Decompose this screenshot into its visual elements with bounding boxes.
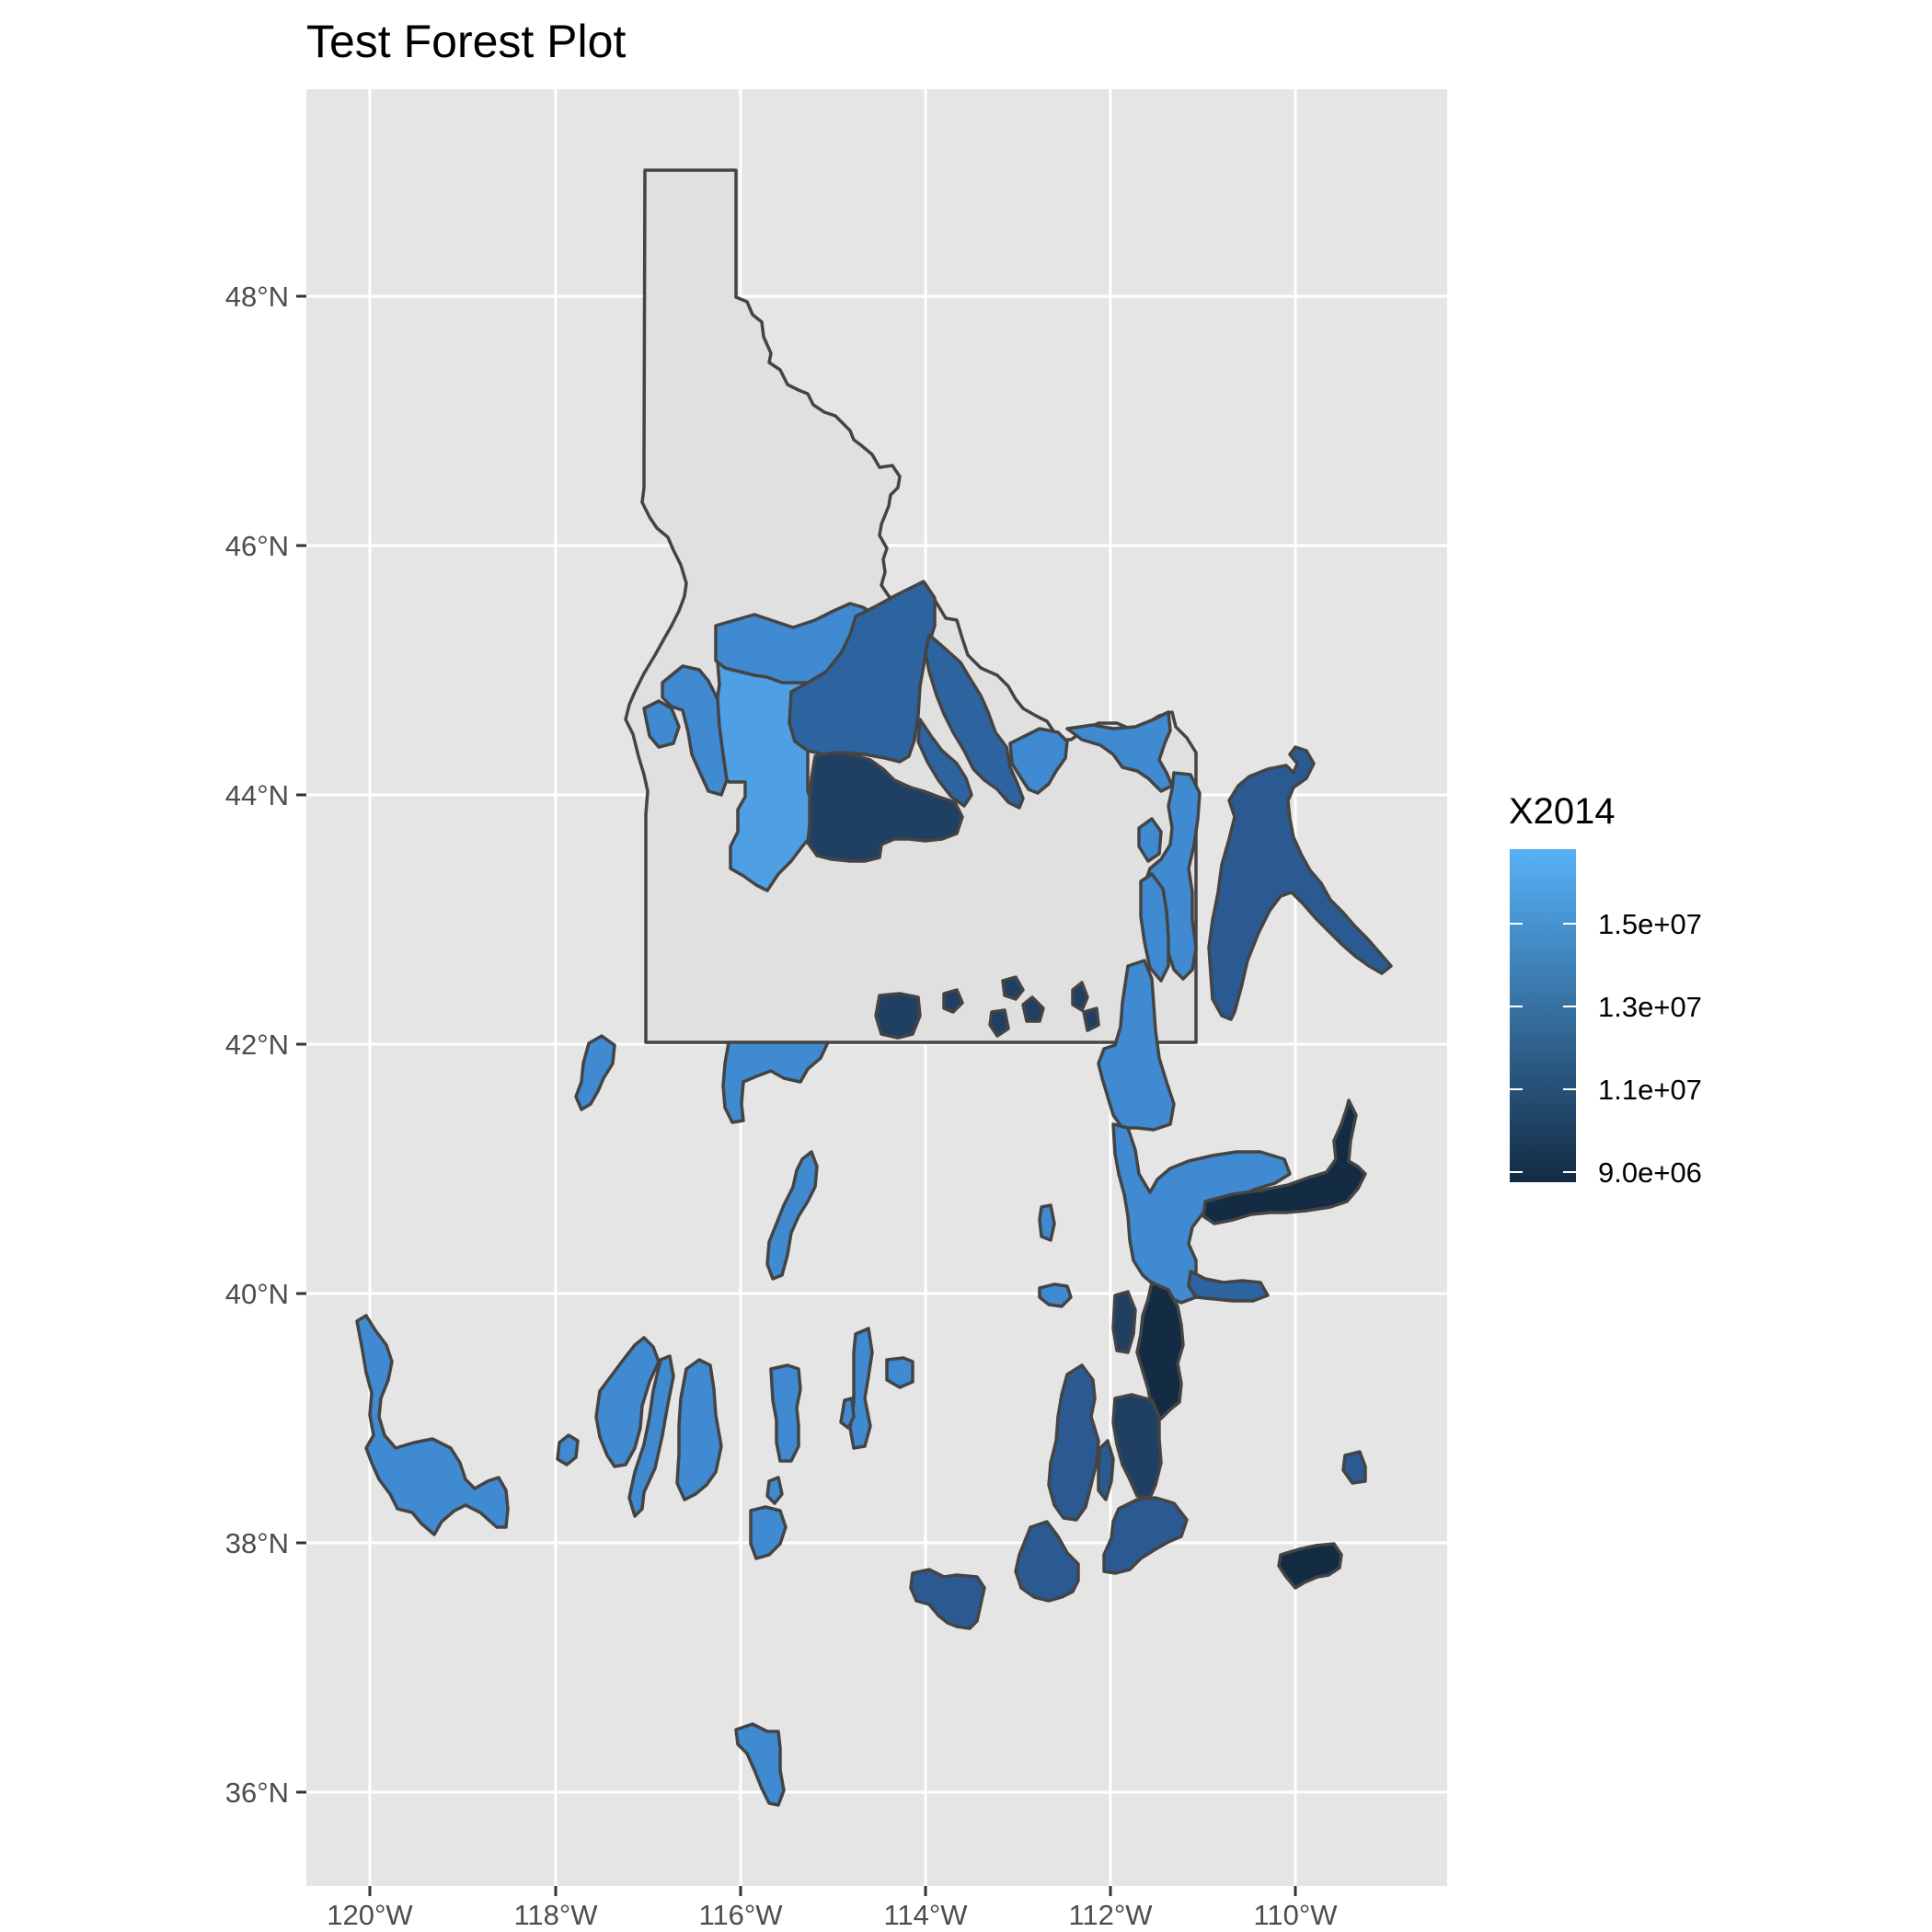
legend-label: 1.3e+07	[1598, 991, 1702, 1023]
y-tick-label: 46°N	[225, 530, 289, 562]
x-axis-labels: 120°W 118°W 116°W 114°W 112°W 110°W	[327, 1899, 1338, 1931]
forest-region	[848, 1327, 874, 1450]
legend: X2014 1.5e+07 1.3e+07 1.1e+07 9.0e+06	[1509, 791, 1702, 1189]
y-tick-label: 38°N	[225, 1527, 289, 1559]
forest-region	[765, 1150, 819, 1281]
forest-region	[1097, 959, 1176, 1132]
forest-region	[1014, 1520, 1080, 1603]
forest-region	[1082, 1006, 1100, 1032]
forest-region	[1038, 1282, 1073, 1308]
forest-region	[765, 1476, 784, 1505]
forest-region	[594, 1336, 661, 1468]
legend-title: X2014	[1509, 791, 1616, 832]
y-axis-labels: 36°N 38°N 40°N 42°N 44°N 46°N 48°N	[225, 281, 289, 1809]
forest-region	[1065, 710, 1174, 793]
forest-region	[661, 664, 729, 797]
x-tick-label: 112°W	[1068, 1899, 1153, 1931]
forest-region	[721, 1041, 830, 1124]
forest-region	[1021, 995, 1045, 1023]
forest-region	[806, 751, 964, 863]
legend-colorbar	[1510, 849, 1576, 1182]
forest-region	[574, 1034, 616, 1111]
forest-region	[885, 1356, 914, 1389]
forest-region	[627, 1354, 675, 1518]
forest-region	[1111, 1290, 1137, 1354]
forest-region	[1139, 872, 1170, 983]
y-tick-label: 48°N	[225, 281, 289, 313]
y-tick-label: 42°N	[225, 1029, 289, 1061]
forest-region	[1202, 1098, 1367, 1225]
forest-region	[874, 992, 922, 1040]
forest-region	[1008, 727, 1069, 795]
forest-region	[916, 718, 973, 808]
forest-region	[1047, 1363, 1100, 1522]
legend-ticks	[1510, 923, 1576, 1173]
forest-region	[675, 1358, 723, 1501]
forest-region	[1137, 817, 1163, 863]
x-tick-label: 114°W	[883, 1899, 968, 1931]
forest-region	[769, 1363, 802, 1463]
forest-region	[1071, 981, 1089, 1012]
forest-region	[1111, 1393, 1163, 1500]
legend-label: 1.1e+07	[1598, 1074, 1702, 1106]
forest-region	[1097, 1439, 1115, 1501]
forest-region	[1038, 1203, 1056, 1242]
forest-region	[924, 633, 1025, 810]
forest-region	[1187, 1270, 1270, 1303]
forest-region	[1143, 771, 1202, 981]
forest-region	[1135, 1281, 1185, 1420]
y-axis-ticks	[296, 294, 306, 1794]
x-tick-label: 118°W	[513, 1899, 598, 1931]
forest-region	[642, 699, 681, 749]
legend-label: 9.0e+06	[1598, 1156, 1702, 1189]
x-tick-label: 110°W	[1253, 1899, 1338, 1931]
forest-region	[909, 1568, 986, 1630]
forest-region	[355, 1314, 510, 1536]
forest-region	[749, 1505, 788, 1560]
forest-region	[1277, 1542, 1343, 1590]
y-tick-label: 40°N	[225, 1278, 289, 1310]
x-axis-ticks	[368, 1886, 1297, 1896]
forest-region	[556, 1433, 580, 1466]
forest-region	[1102, 1496, 1189, 1575]
chart-title: Test Forest Plot	[306, 16, 626, 67]
forest-region	[988, 1008, 1010, 1038]
forest-region	[1207, 745, 1393, 1021]
x-tick-label: 116°W	[698, 1899, 783, 1931]
y-tick-label: 44°N	[225, 779, 289, 811]
forest-region	[1341, 1450, 1367, 1485]
forest-region	[734, 1722, 786, 1807]
x-tick-label: 120°W	[327, 1899, 413, 1931]
forest-region	[1001, 975, 1025, 1001]
forest-region	[942, 988, 964, 1014]
forest-region	[839, 1397, 856, 1430]
forest-regions	[355, 580, 1393, 1807]
y-tick-label: 36°N	[225, 1777, 289, 1809]
legend-label: 1.5e+07	[1598, 908, 1702, 940]
